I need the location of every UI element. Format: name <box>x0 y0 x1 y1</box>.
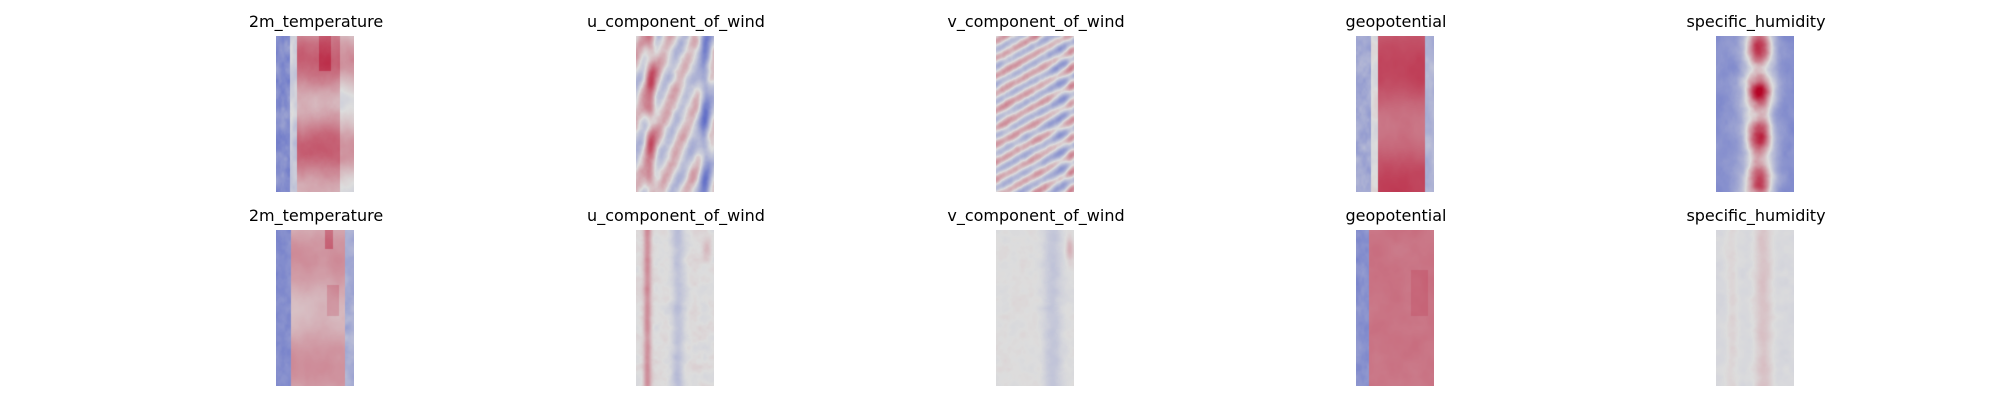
panel-title: 2m_temperature <box>248 12 384 31</box>
heatmap-u-component-of-wind-top <box>636 36 714 192</box>
heatmap-u-component-of-wind-bottom <box>636 230 714 386</box>
panel-title: 2m_temperature <box>248 206 384 225</box>
heatmap-v-component-of-wind-bottom <box>996 230 1074 386</box>
panel-title: v_component_of_wind <box>947 12 1125 31</box>
heatmap-geopotential-bottom <box>1356 230 1434 386</box>
heatmap-specific-humidity-bottom <box>1716 230 1794 386</box>
panel-row1-col2: v_component_of_wind <box>946 206 1126 386</box>
panel-title: v_component_of_wind <box>947 206 1125 225</box>
panel-title: specific_humidity <box>1686 206 1826 225</box>
panel-row0-col4: specific_humidity <box>1666 12 1846 192</box>
panel-title: u_component_of_wind <box>587 206 765 225</box>
panel-row1-col0: 2m_temperature <box>226 206 406 386</box>
heatmap-geopotential-top <box>1356 36 1434 192</box>
heatmap-2m-temperature-bottom <box>276 230 354 386</box>
panel-title: specific_humidity <box>1686 12 1826 31</box>
panel-title: u_component_of_wind <box>587 12 765 31</box>
heatmap-2m-temperature-top <box>276 36 354 192</box>
heatmap-specific-humidity-top <box>1716 36 1794 192</box>
panel-row1-col3: geopotential <box>1306 206 1486 386</box>
panel-row0-col0: 2m_temperature <box>226 12 406 192</box>
heatmap-v-component-of-wind-top <box>996 36 1074 192</box>
panel-row0-col3: geopotential <box>1306 12 1486 192</box>
panel-title: geopotential <box>1345 206 1447 225</box>
panel-row0-col2: v_component_of_wind <box>946 12 1126 192</box>
panel-row1-col1: u_component_of_wind <box>586 206 766 386</box>
panel-row0-col1: u_component_of_wind <box>586 12 766 192</box>
panel-row1-col4: specific_humidity <box>1666 206 1846 386</box>
panel-title: geopotential <box>1345 12 1447 31</box>
